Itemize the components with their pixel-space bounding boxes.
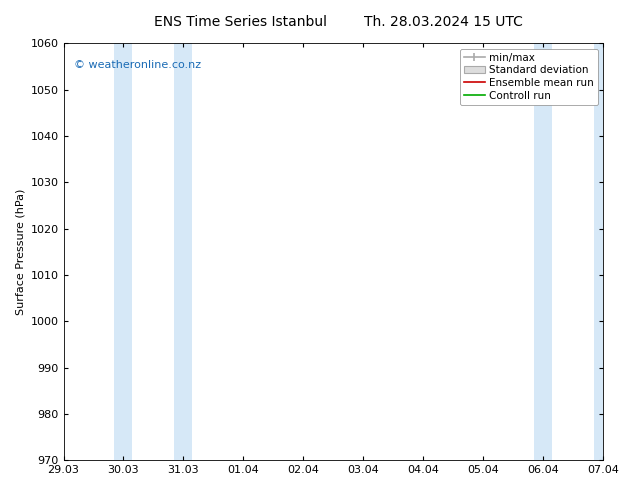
Y-axis label: Surface Pressure (hPa): Surface Pressure (hPa)	[15, 189, 25, 315]
Text: © weatheronline.co.nz: © weatheronline.co.nz	[74, 60, 202, 70]
Legend: min/max, Standard deviation, Ensemble mean run, Controll run: min/max, Standard deviation, Ensemble me…	[460, 49, 598, 105]
Text: Th. 28.03.2024 15 UTC: Th. 28.03.2024 15 UTC	[365, 15, 523, 29]
Bar	[594, 44, 612, 460]
Bar	[115, 44, 133, 460]
Bar	[174, 44, 193, 460]
Text: ENS Time Series Istanbul: ENS Time Series Istanbul	[155, 15, 327, 29]
Bar	[534, 44, 552, 460]
